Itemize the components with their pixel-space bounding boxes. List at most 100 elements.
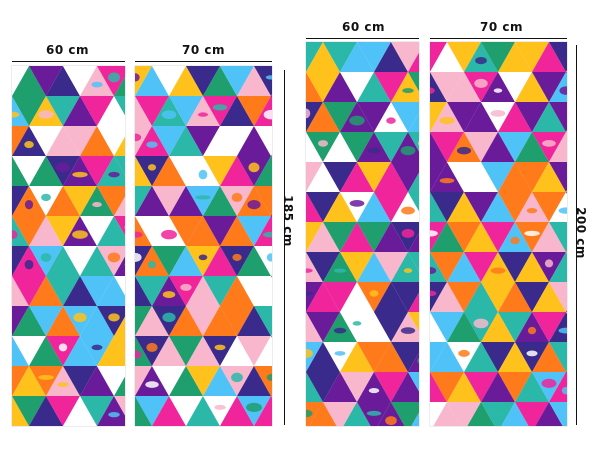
- pattern-triangle: [220, 306, 254, 336]
- pattern-triangle: [169, 126, 203, 156]
- pattern-triangle: [498, 162, 532, 192]
- pattern-triangle: [29, 66, 63, 96]
- leaf-motif: [247, 199, 261, 210]
- pattern-triangle: [220, 126, 254, 156]
- pattern-triangle: [498, 102, 532, 132]
- leaf-motif: [458, 349, 470, 357]
- pattern-triangle: [340, 252, 374, 282]
- pattern-triangle: [391, 72, 419, 102]
- pattern-triangle: [323, 132, 357, 162]
- pattern-triangle: [464, 252, 498, 282]
- pattern-triangle: [46, 126, 80, 156]
- pattern-triangle: [374, 342, 408, 372]
- pattern-triangle: [135, 216, 169, 246]
- pattern-triangle: [254, 246, 272, 276]
- pattern-triangle: [271, 274, 272, 276]
- pattern-triangle: [566, 312, 567, 314]
- leaf-motif: [400, 327, 416, 334]
- pattern-triangle: [220, 66, 254, 96]
- pattern-triangle: [97, 216, 125, 246]
- pattern-triangle: [357, 312, 391, 342]
- pattern-triangle: [447, 252, 481, 282]
- pattern-triangle: [408, 352, 419, 372]
- leaf-motif: [75, 410, 85, 420]
- pattern-triangle: [114, 196, 125, 216]
- pattern-triangle: [323, 192, 357, 222]
- pattern-triangle: [220, 96, 254, 126]
- pattern-triangle: [515, 42, 549, 72]
- leaf-motif: [306, 268, 313, 273]
- leaf-motif: [400, 145, 416, 156]
- leaf-motif: [558, 327, 567, 334]
- pattern-triangle: [391, 252, 419, 282]
- pattern-triangle: [391, 282, 419, 312]
- pattern-triangle: [152, 336, 186, 366]
- leaf-motif: [526, 207, 538, 214]
- pattern-triangle: [481, 42, 515, 72]
- pattern-triangle: [186, 276, 220, 306]
- pattern-triangle: [169, 366, 203, 396]
- pattern-triangle: [323, 402, 357, 426]
- tropical-geometric-pattern: [306, 42, 419, 426]
- pattern-triangle: [80, 366, 114, 396]
- pattern-triangle: [254, 336, 272, 366]
- leaf-motif: [368, 388, 380, 394]
- pattern-triangle: [464, 282, 498, 312]
- pattern-triangle: [186, 126, 220, 156]
- pattern-triangle: [532, 342, 566, 372]
- pattern-triangle: [254, 156, 272, 186]
- pattern-triangle: [97, 156, 125, 186]
- leaf-motif: [162, 291, 176, 299]
- pattern-triangle: [29, 126, 63, 156]
- pattern-triangle: [152, 66, 186, 96]
- leaf-motif: [349, 200, 365, 207]
- leaf-motif: [417, 140, 419, 146]
- pattern-triangle: [29, 216, 63, 246]
- set-a-wallpaper-panel-2: [135, 66, 272, 426]
- pattern-triangle: [549, 312, 567, 342]
- pattern-triangle: [12, 396, 46, 426]
- pattern-triangle: [220, 336, 254, 366]
- pattern-triangle: [12, 276, 46, 306]
- pattern-triangle: [391, 402, 419, 426]
- pattern-triangle: [357, 162, 391, 192]
- leaf-motif: [430, 290, 437, 297]
- leaf-motif: [456, 146, 472, 155]
- pattern-triangle: [501, 402, 529, 426]
- pattern-triangle: [135, 366, 169, 396]
- pattern-triangle: [532, 162, 566, 192]
- leaf-motif: [401, 206, 415, 215]
- pattern-triangle: [340, 42, 374, 72]
- pattern-triangle: [186, 246, 220, 276]
- leaf-motif: [366, 410, 382, 416]
- leaf-motif: [430, 267, 437, 275]
- pattern-triangle: [498, 72, 532, 102]
- leaf-motif: [135, 313, 142, 322]
- pattern-triangle: [374, 132, 408, 162]
- pattern-triangle: [430, 42, 464, 72]
- pattern-triangle: [549, 222, 567, 252]
- pattern-triangle: [152, 126, 186, 156]
- pattern-triangle: [114, 336, 125, 356]
- pattern-triangle: [447, 312, 481, 342]
- pattern-triangle: [430, 312, 464, 342]
- leaf-motif: [135, 252, 142, 262]
- leaf-motif: [317, 140, 329, 147]
- leaf-motif: [263, 231, 272, 238]
- leaf-motif: [266, 253, 272, 262]
- pattern-triangle: [464, 192, 498, 222]
- set-b-height-line: [576, 45, 577, 425]
- leaf-motif: [146, 342, 158, 352]
- pattern-triangle: [271, 394, 272, 396]
- pattern-triangle: [515, 102, 549, 132]
- pattern-triangle: [498, 42, 532, 72]
- pattern-triangle: [169, 216, 203, 246]
- pattern-triangle: [566, 310, 567, 312]
- pattern-triangle: [29, 396, 63, 426]
- pattern-triangle: [515, 282, 549, 312]
- leaf-motif: [263, 109, 272, 120]
- pattern-triangle: [186, 306, 220, 336]
- pattern-triangle: [271, 156, 272, 158]
- pattern-triangle: [340, 372, 374, 402]
- leaf-motif: [72, 171, 88, 178]
